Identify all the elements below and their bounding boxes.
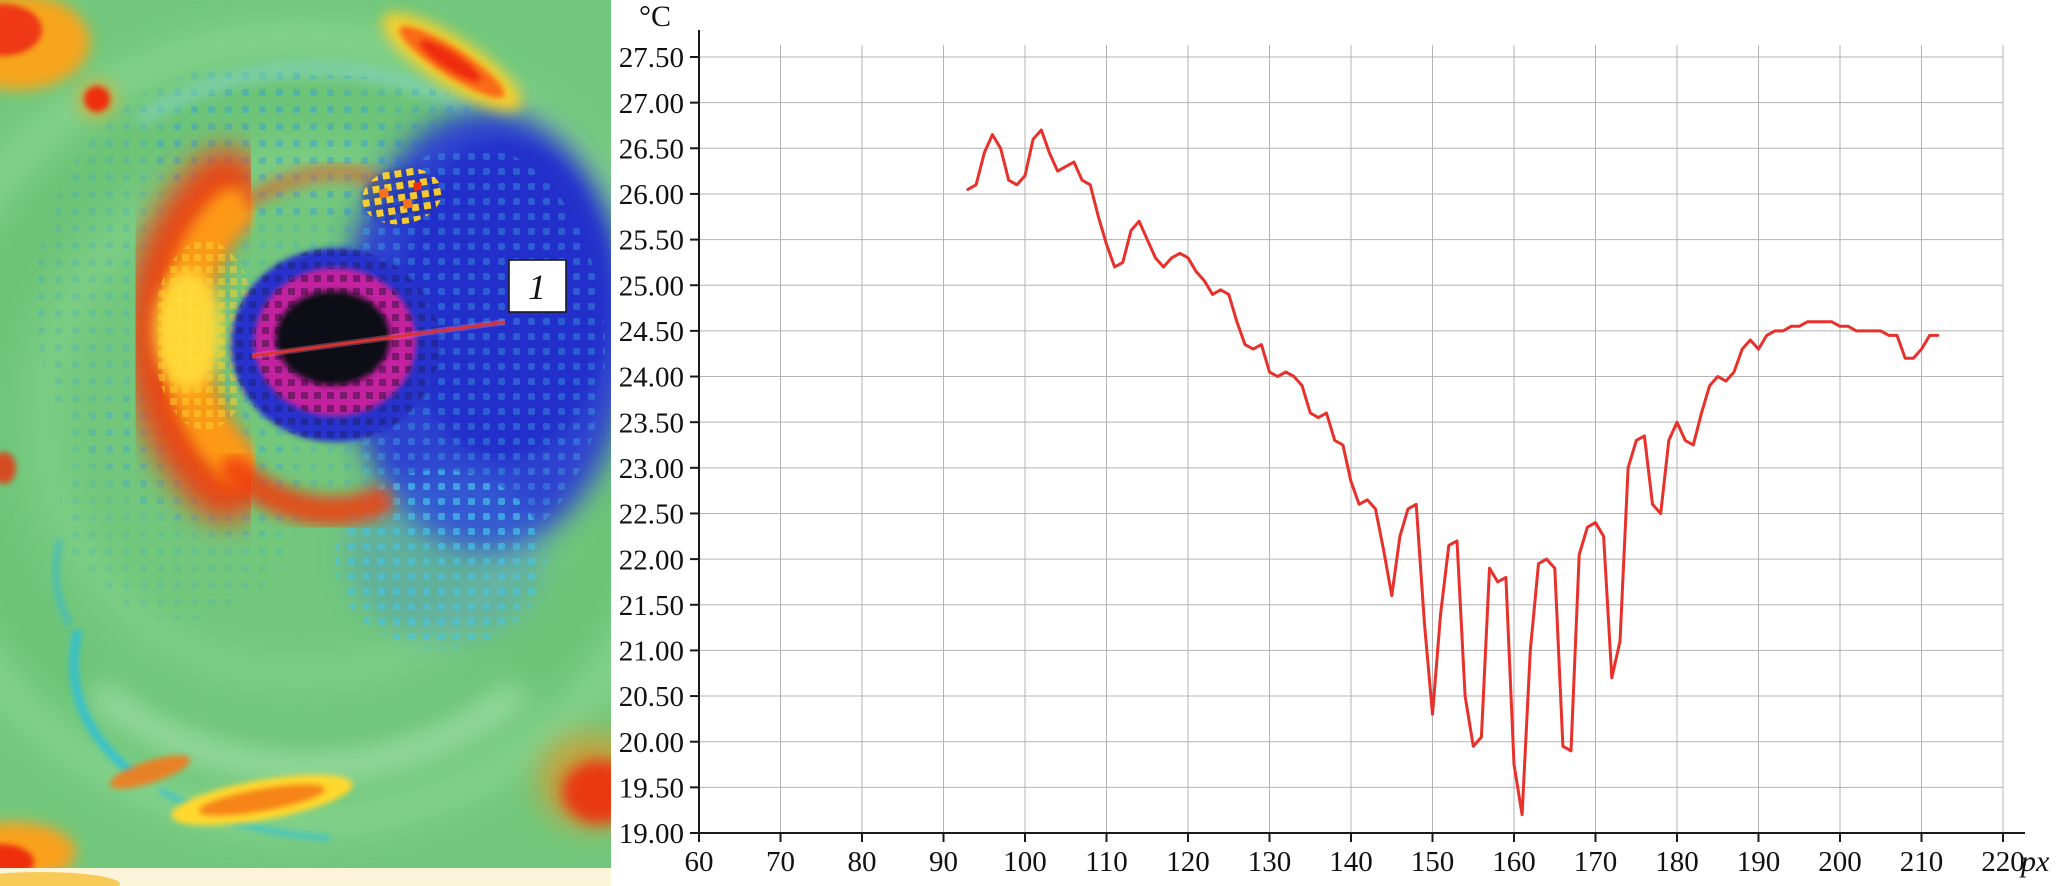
y-tick-label: 23.00 (619, 453, 684, 485)
y-tick-label: 22.50 (619, 499, 684, 531)
thermogram-svg: 1 (0, 0, 611, 886)
marker-1: 1 (508, 259, 567, 313)
x-tick-label: 60 (685, 846, 714, 878)
y-tick-label: 19.50 (619, 773, 684, 805)
x-tick-label: 180 (1655, 846, 1699, 878)
x-tick-label: 70 (766, 846, 795, 878)
y-tick-label: 24.00 (619, 362, 684, 394)
temperature-profile-line (966, 128, 1940, 817)
x-tick-label: 220 (1981, 846, 2025, 878)
y-tick-label: 23.50 (619, 407, 684, 439)
profile-chart-panel: 19.00 19.50 20.00 20.50 21.00 21.50 22.00 22.50… (611, 0, 2067, 886)
bottom-strip (0, 868, 611, 886)
y-tick-label: 25.00 (619, 270, 684, 302)
measurement-line-group (251, 319, 506, 359)
x-tick-label: 170 (1574, 846, 1618, 878)
measurement-line (251, 320, 506, 358)
x-tick-label: 160 (1492, 846, 1536, 878)
y-tick-label: 22.00 (619, 544, 684, 576)
rim-hotspots (0, 0, 611, 882)
y-tick-label: 24.50 (619, 316, 684, 348)
warm-crescent (124, 148, 393, 526)
marker-1-label: 1 (528, 267, 546, 307)
thermogram-panel: 1 (0, 0, 611, 886)
x-tick-label: 100 (1003, 846, 1047, 878)
y-tick-label: 20.50 (619, 681, 684, 713)
y-tick-label: 27.00 (619, 88, 684, 120)
x-tick-label: 210 (1900, 846, 1944, 878)
x-tick-label: 190 (1737, 846, 1781, 878)
x-tick-label: 120 (1166, 846, 1210, 878)
y-tick-label: 27.50 (619, 42, 684, 74)
x-tick-label: 90 (929, 846, 958, 878)
y-tick-label: 25.50 (619, 225, 684, 257)
y-tick-label: 26.00 (619, 179, 684, 211)
y-tick-label: 21.50 (619, 590, 684, 622)
marker-1-box (508, 259, 567, 313)
x-tick-label: 130 (1248, 846, 1292, 878)
x-tick-label: 150 (1411, 846, 1455, 878)
teal-arcs (52, 539, 331, 842)
x-tick-label: 80 (848, 846, 877, 878)
x-tick-label: 140 (1329, 846, 1373, 878)
profile-chart-svg: 19.00 19.50 20.00 20.50 21.00 21.50 22.00 22.50… (619, 0, 2050, 878)
x-axis-unit: px (2019, 845, 2050, 878)
y-tick-label: 19.00 (619, 818, 684, 850)
y-axis-unit: °C (639, 0, 671, 33)
y-tick-label: 26.50 (619, 133, 684, 165)
x-tick-label: 200 (1818, 846, 1862, 878)
y-tick-label: 20.00 (619, 727, 684, 759)
y-tick-label: 21.00 (619, 636, 684, 668)
hot-dotted-patch (362, 167, 442, 225)
x-tick-label: 110 (1085, 846, 1127, 878)
